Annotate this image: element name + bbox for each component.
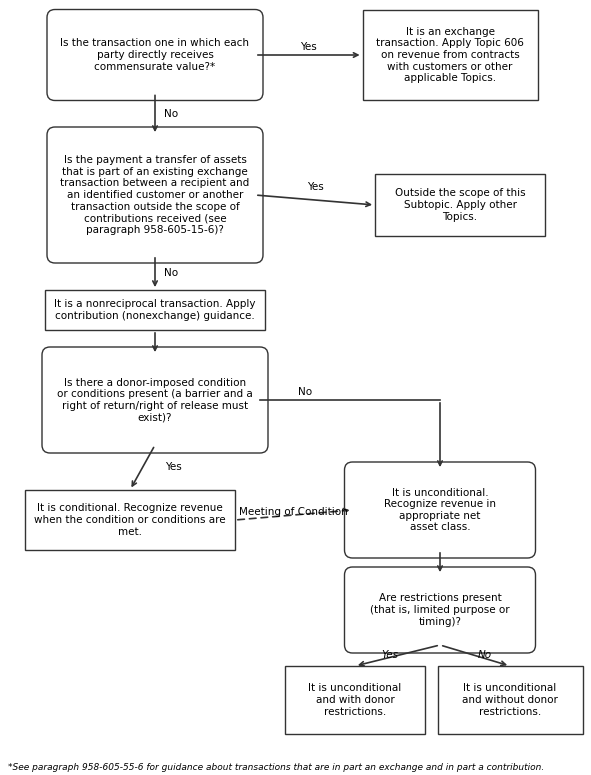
- Text: It is an exchange
transaction. Apply Topic 606
on revenue from contracts
with cu: It is an exchange transaction. Apply Top…: [376, 27, 524, 83]
- Text: Meeting of Condition: Meeting of Condition: [239, 507, 348, 517]
- Text: It is a nonreciprocal transaction. Apply
contribution (nonexchange) guidance.: It is a nonreciprocal transaction. Apply…: [54, 299, 256, 321]
- Text: Is there a donor-imposed condition
or conditions present (a barrier and a
right : Is there a donor-imposed condition or co…: [57, 377, 253, 422]
- Text: *See paragraph 958-605-55-6 for guidance about transactions that are in part an : *See paragraph 958-605-55-6 for guidance…: [8, 763, 544, 772]
- Text: Yes: Yes: [165, 463, 181, 473]
- Text: Yes: Yes: [381, 650, 398, 660]
- Text: Are restrictions present
(that is, limited purpose or
timing)?: Are restrictions present (that is, limit…: [370, 594, 510, 627]
- FancyBboxPatch shape: [375, 174, 545, 236]
- Text: It is unconditional.
Recognize revenue in
appropriate net
asset class.: It is unconditional. Recognize revenue i…: [384, 487, 496, 532]
- FancyBboxPatch shape: [362, 10, 537, 100]
- Text: It is unconditional
and without donor
restrictions.: It is unconditional and without donor re…: [462, 684, 558, 717]
- FancyBboxPatch shape: [47, 127, 263, 263]
- FancyBboxPatch shape: [45, 290, 265, 330]
- FancyBboxPatch shape: [345, 567, 535, 653]
- Text: It is conditional. Recognize revenue
when the condition or conditions are
met.: It is conditional. Recognize revenue whe…: [34, 504, 226, 536]
- Text: Is the transaction one in which each
party directly receives
commensurate value?: Is the transaction one in which each par…: [60, 39, 249, 71]
- FancyBboxPatch shape: [42, 347, 268, 453]
- Text: No: No: [478, 650, 492, 660]
- Text: Is the payment a transfer of assets
that is part of an existing exchange
transac: Is the payment a transfer of assets that…: [60, 155, 249, 235]
- Text: Outside the scope of this
Subtopic. Apply other
Topics.: Outside the scope of this Subtopic. Appl…: [395, 188, 525, 222]
- Text: It is unconditional
and with donor
restrictions.: It is unconditional and with donor restr…: [309, 684, 402, 717]
- FancyBboxPatch shape: [25, 490, 235, 550]
- Text: Yes: Yes: [300, 42, 317, 52]
- FancyBboxPatch shape: [345, 462, 535, 558]
- FancyBboxPatch shape: [47, 9, 263, 101]
- Text: Yes: Yes: [307, 182, 323, 192]
- FancyBboxPatch shape: [285, 666, 425, 734]
- Text: No: No: [164, 109, 178, 119]
- Text: No: No: [164, 267, 178, 277]
- FancyBboxPatch shape: [437, 666, 583, 734]
- Text: No: No: [298, 387, 312, 397]
